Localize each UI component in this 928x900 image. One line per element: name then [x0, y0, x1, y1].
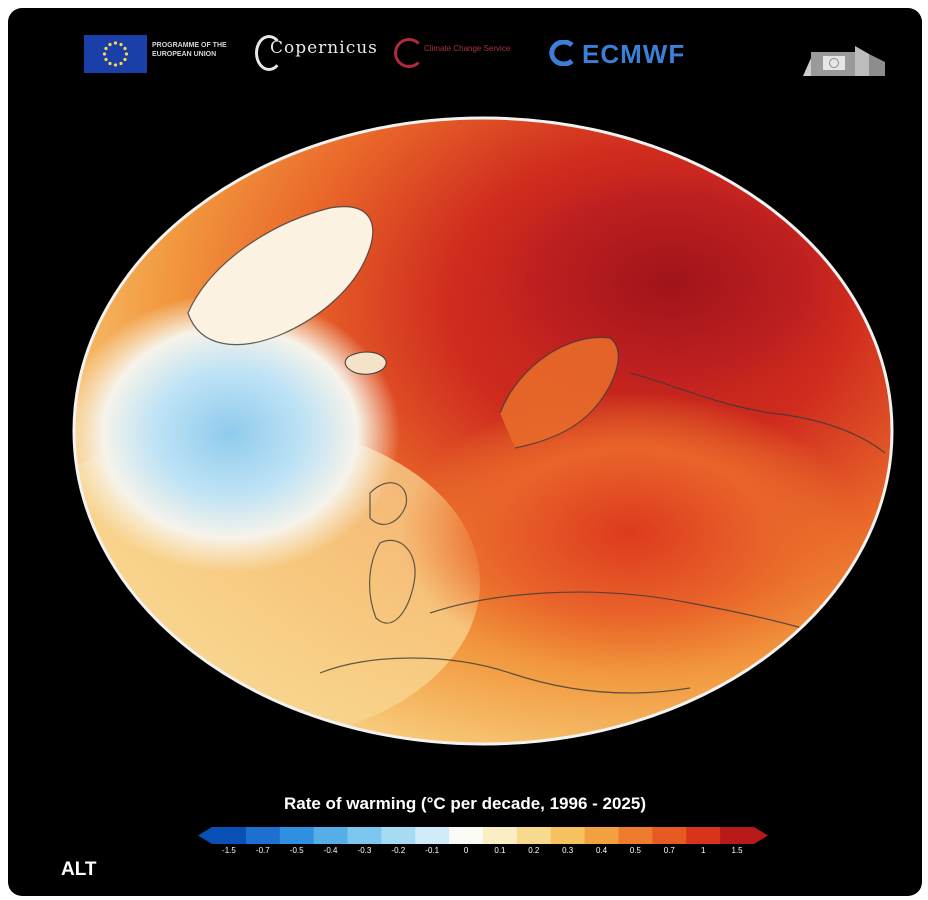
eu-flag-logo [84, 35, 147, 73]
colorbar-segment [584, 827, 619, 844]
copernicus-logo-text: Copernicus [270, 38, 378, 58]
warming-rate-colorbar [198, 827, 768, 844]
colorbar-tick-label: 0.2 [528, 846, 540, 855]
colorbar-tick-label: -0.1 [425, 846, 440, 855]
c3s-icon [394, 38, 424, 68]
warming-rate-globe-map [72, 116, 894, 746]
colorbar-segment [347, 827, 382, 844]
colorbar-segment [618, 827, 653, 844]
colorbar-tick-label: 0.4 [596, 846, 608, 855]
colorbar-segment [516, 827, 552, 844]
colorbar-segment [313, 827, 348, 844]
colorbar-tick-label: 0.5 [629, 846, 641, 855]
colorbar-tick-label: -0.7 [255, 846, 270, 855]
colorbar-tick-label: -0.5 [289, 846, 304, 855]
european-commission-logo [803, 46, 885, 76]
colorbar-tick-label: 0.7 [663, 846, 675, 855]
colorbar-tick-label: -0.4 [323, 846, 338, 855]
colorbar-segment [652, 827, 687, 844]
map-card: PROGRAMME OF THE EUROPEAN UNION Copernic… [8, 8, 922, 896]
ecmwf-logo-text: ECMWF [582, 39, 686, 69]
colorbar-segment [245, 827, 281, 844]
logo-bar: PROGRAMME OF THE EUROPEAN UNION Copernic… [8, 8, 922, 108]
alt-text-badge: ALT [61, 859, 97, 880]
colorbar-tick-label: 1 [700, 846, 706, 855]
colorbar-segment [212, 827, 247, 844]
colorbar-tick-label: 1.5 [731, 846, 743, 855]
colorbar-segment [449, 827, 484, 844]
ecmwf-icon [549, 40, 574, 66]
colorbar-tick-label: -1.5 [222, 846, 236, 855]
c3s-logo-text: Climate Change Service [424, 44, 511, 53]
colorbar-title: Rate of warming (°C per decade, 1996 - 2… [283, 794, 647, 813]
eu-programme-text: PROGRAMME OF THE EUROPEAN UNION [152, 42, 227, 58]
colorbar-tick-label: 0.1 [494, 846, 506, 855]
colorbar-segment [686, 827, 721, 844]
colorbar-segment [720, 827, 755, 844]
colorbar-segment [279, 827, 315, 844]
colorbar-tick-label: 0 [463, 846, 469, 855]
colorbar-segment [381, 827, 416, 844]
colorbar-tick-labels: -1.5 -0.7 -0.5 -0.4 -0.3 -0.2 -0.1 0 0.1 0.2 0.3 0.… [198, 846, 768, 860]
colorbar-tick-label: 0.3 [562, 846, 574, 855]
colorbar-segment [550, 827, 586, 844]
copernicus-icon [255, 35, 283, 71]
colorbar-segment [483, 827, 518, 844]
colorbar-arrow-left [198, 827, 212, 844]
colorbar-segment [415, 827, 450, 844]
colorbar-tick-label: -0.2 [391, 846, 406, 855]
colorbar-tick-label: -0.3 [357, 846, 372, 855]
colorbar-arrow-right [754, 827, 768, 844]
